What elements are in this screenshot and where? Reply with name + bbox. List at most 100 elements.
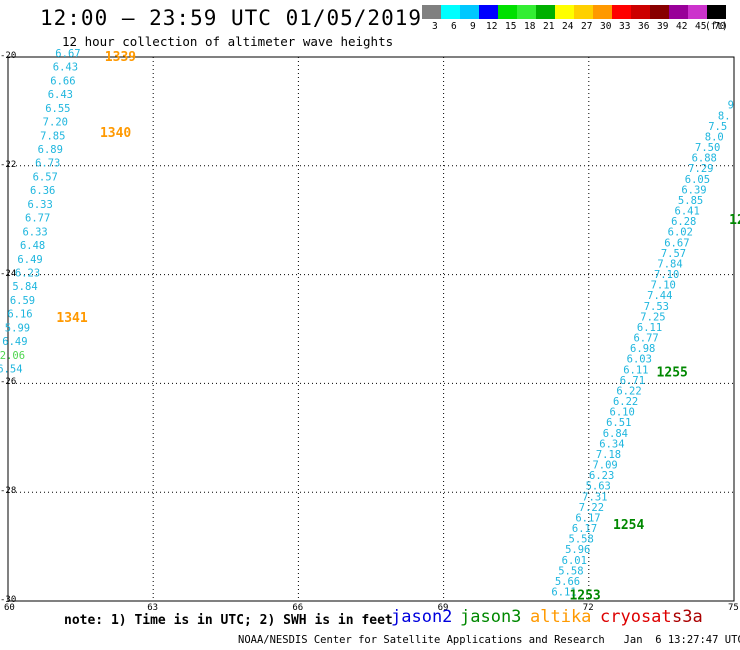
color-scale-swatch [707,5,726,19]
pass-time-label: 1341 [56,311,87,326]
latitude-label: -26 [0,377,17,388]
wave-height-reading: 6.54 [0,364,23,376]
latitude-label: -20 [0,51,17,61]
wave-height-reading: 6.57 [33,171,58,183]
color-scale-swatch [422,5,441,19]
wave-height-reading: 6.11 [637,322,662,334]
color-scale-label: 45 [695,21,707,32]
map-gridlines [8,57,734,601]
wave-height-reading: 5.58 [569,534,594,546]
wave-height-reading: 6.39 [681,184,706,196]
color-scale-swatch [555,5,574,19]
longitude-label: 69 [437,603,449,613]
wave-height-reading: 6.77 [25,213,50,225]
wave-height-reading: 7.25 [640,311,665,323]
map-frame [7,56,735,602]
wave-height-reading: 7.85 [40,130,65,142]
color-scale-label: 12 [486,21,498,32]
wave-height-reading: 7.20 [43,117,68,129]
wave-height-reading: 6.49 [17,254,42,266]
wave-height-reading: 7.50 [695,142,720,154]
color-scale-label: 70 [714,21,726,32]
wave-height-reading: 6.43 [48,89,73,101]
legend-jason2: jason2 [391,607,453,627]
wave-height-reading: 7.18 [596,449,621,461]
wave-height-reading: 6.66 [50,75,75,87]
latitude-label: -30 [0,595,17,605]
color-scale-label: 21 [543,21,555,32]
wave-height-reading: 6.28 [671,216,696,228]
wave-height-reading: 6.17 [575,512,600,524]
color-scale-swatch [688,5,707,19]
page-subtitle: 12 hour collection of altimeter wave hei… [62,34,394,49]
wave-height-reading: 7.10 [651,280,676,292]
wave-height-reading: 6.11 [623,364,648,376]
color-scale-label: 9 [470,21,476,32]
legend-cryosat: cryosat [600,607,672,627]
pass-time-label: 1339 [105,50,136,65]
color-scale-swatch [574,5,593,19]
wave-height-reading: 7.22 [579,502,604,514]
color-scale-label: 36 [638,21,650,32]
wave-height-reading: 6.10 [610,407,635,419]
color-scale-label: 24 [562,21,574,32]
wave-height-reading: 6.43 [53,62,78,74]
color-scale-swatch [650,5,669,19]
wave-height-reading: 7.5 [708,121,727,133]
color-scale-swatch [612,5,631,19]
wave-height-reading: 7.31 [582,491,607,503]
longitude-label: 60 [4,603,15,613]
pass-time-label: 12 [729,213,740,228]
wave-height-reading: 6.71 [620,375,645,387]
color-scale-swatch [460,5,479,19]
wave-height-reading: 7.53 [644,301,669,313]
wave-height-reading: 8. [718,110,731,122]
wave-height-reading: 7.29 [688,163,713,175]
wave-height-reading: 9 [728,100,734,112]
wave-height-reading: 5.66 [555,576,580,588]
longitude-label: 66 [292,603,304,613]
wave-height-reading: 6.36 [30,185,55,197]
wave-height-reading: 7.57 [661,248,686,260]
wave-height-reading: 5.96 [565,544,590,556]
color-scale-swatch [593,5,612,19]
wave-height-reading: 6.49 [2,336,27,348]
latitude-label: -22 [0,159,17,170]
latitude-label: -24 [0,268,17,279]
wave-height-reading: 8.0 [705,131,724,143]
wave-height-reading: 6.22 [616,385,641,397]
wave-height-reading: 6.22 [613,396,638,408]
wave-height-reading: 5.63 [586,481,611,493]
wave-height-reading: 6.88 [692,153,717,165]
wave-height-reading: 6.89 [38,144,63,156]
color-scale-label: 39 [657,21,669,32]
wave-height-reading: 7.10 [654,269,679,281]
wave-height-reading: 7.44 [647,290,672,302]
wave-height-reading: 5.58 [558,565,583,577]
pass-time-labels: 1339 1340 1341 12 1255 1254 1253 [56,50,740,604]
longitude-label: 72 [582,603,594,613]
pass-time-label: 1340 [100,126,131,141]
wave-height-reading: 6.41 [675,206,700,218]
color-scale-swatch [669,5,688,19]
color-scale-unit: (ft) [705,21,728,32]
wave-height-reading: 6.11 [551,587,576,599]
color-scale-label: 42 [676,21,688,32]
color-scale-swatch [479,5,498,19]
wave-height-reading: 7.09 [592,460,617,472]
wave-height-reading: 12.06 [0,350,25,362]
page-title: 12:00 – 23:59 UTC 01/05/2019 [40,6,423,30]
wave-height-reading: 7.84 [657,258,682,270]
wave-height-reading: 6.33 [22,226,47,238]
wave-height-reading: 6.48 [20,240,45,252]
legend-s3a: s3a [672,607,703,627]
color-scale-label: 15 [505,21,517,32]
color-scale-label: 6 [451,21,457,32]
longitude-label: 63 [147,603,159,613]
wave-height-reading: 6.02 [668,227,693,239]
latitude-label: -28 [0,486,17,497]
wave-height-reading: 6.33 [28,199,53,211]
altika-track-left: 6.676.436.666.436.557.207.856.896.736.57… [0,48,81,376]
wave-height-reading: 6.34 [599,438,624,450]
longitude-label: 75 [728,603,739,613]
